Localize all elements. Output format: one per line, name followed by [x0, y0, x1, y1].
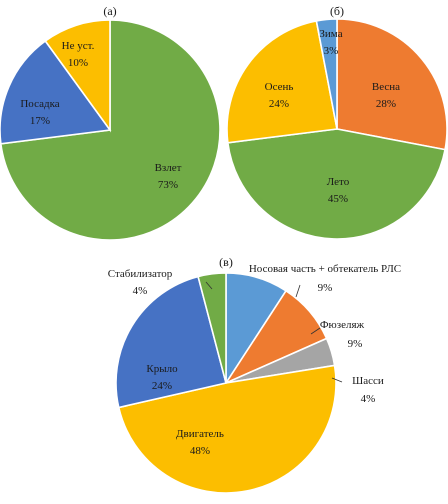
slice-label-посадка: Посадка: [20, 98, 59, 110]
panel-label: (а): [103, 4, 116, 18]
slice-value-весна: 28%: [376, 98, 396, 110]
pie-slice-зима: [315, 18, 338, 130]
pie-chart-b: (б) Весна 28% Лето 45% Осень 24% Зима 3%: [226, 4, 448, 240]
leader-line: [205, 281, 213, 290]
pie-slice-крыло: [115, 275, 227, 409]
slice-value-зима: 3%: [324, 45, 339, 57]
slice-label-двигатель: Двигатель: [176, 428, 224, 440]
panel-label: (б): [330, 4, 344, 18]
slice-value-посадка: 17%: [30, 115, 50, 127]
slice-value-стабилизатор: 4%: [133, 285, 148, 297]
slice-label-зима: Зима: [319, 28, 342, 40]
slice-value-лето: 45%: [328, 193, 348, 205]
slice-label-носовая-часть-обтекатель-рлс: Носовая часть + обтекатель РЛС: [249, 263, 401, 275]
slice-value-фюзеляж: 9%: [348, 338, 363, 350]
slice-value-осень: 24%: [269, 98, 289, 110]
pie-chart-c: (в) Носовая часть + обтекатель РЛС 9% Фюзел…: [108, 255, 401, 494]
pie-chart-a: (а) Взлет 73% Посадка 17% Не уст. 10%: [0, 4, 221, 241]
slice-label-осень: Осень: [265, 81, 294, 93]
leader-line: [295, 284, 301, 298]
slice-value-взлет: 73%: [158, 179, 178, 191]
slice-label-не-уст: Не уст.: [62, 40, 95, 52]
slice-label-лето: Лето: [327, 176, 350, 188]
slice-value-двигатель: 48%: [190, 445, 210, 457]
slice-value-носовая-часть-обтекатель-рлс: 9%: [318, 282, 333, 294]
pie-slice-лето: [226, 128, 446, 240]
pie-slice-весна: [336, 18, 448, 151]
slice-label-шасси: Шасси: [352, 375, 384, 387]
pie-slice-стабилизатор: [197, 272, 227, 384]
slice-value-не-уст: 10%: [68, 57, 88, 69]
slice-value-крыло: 24%: [152, 380, 172, 392]
slice-value-шасси: 4%: [361, 393, 376, 405]
pie-slice-двигатель: [117, 364, 337, 494]
slice-label-крыло: Крыло: [146, 363, 178, 375]
slice-label-стабилизатор: Стабилизатор: [108, 268, 173, 280]
slice-label-взлет: Взлет: [155, 162, 182, 174]
leader-line: [331, 377, 343, 383]
pie-slice-посадка: [0, 39, 112, 145]
pie-slice-не-уст: [44, 19, 111, 133]
panel-label: (в): [219, 255, 233, 269]
slice-label-весна: Весна: [372, 81, 400, 93]
slice-label-фюзеляж: Фюзеляж: [320, 319, 365, 331]
pie-slice-осень: [226, 20, 338, 144]
leader-line: [310, 327, 321, 335]
